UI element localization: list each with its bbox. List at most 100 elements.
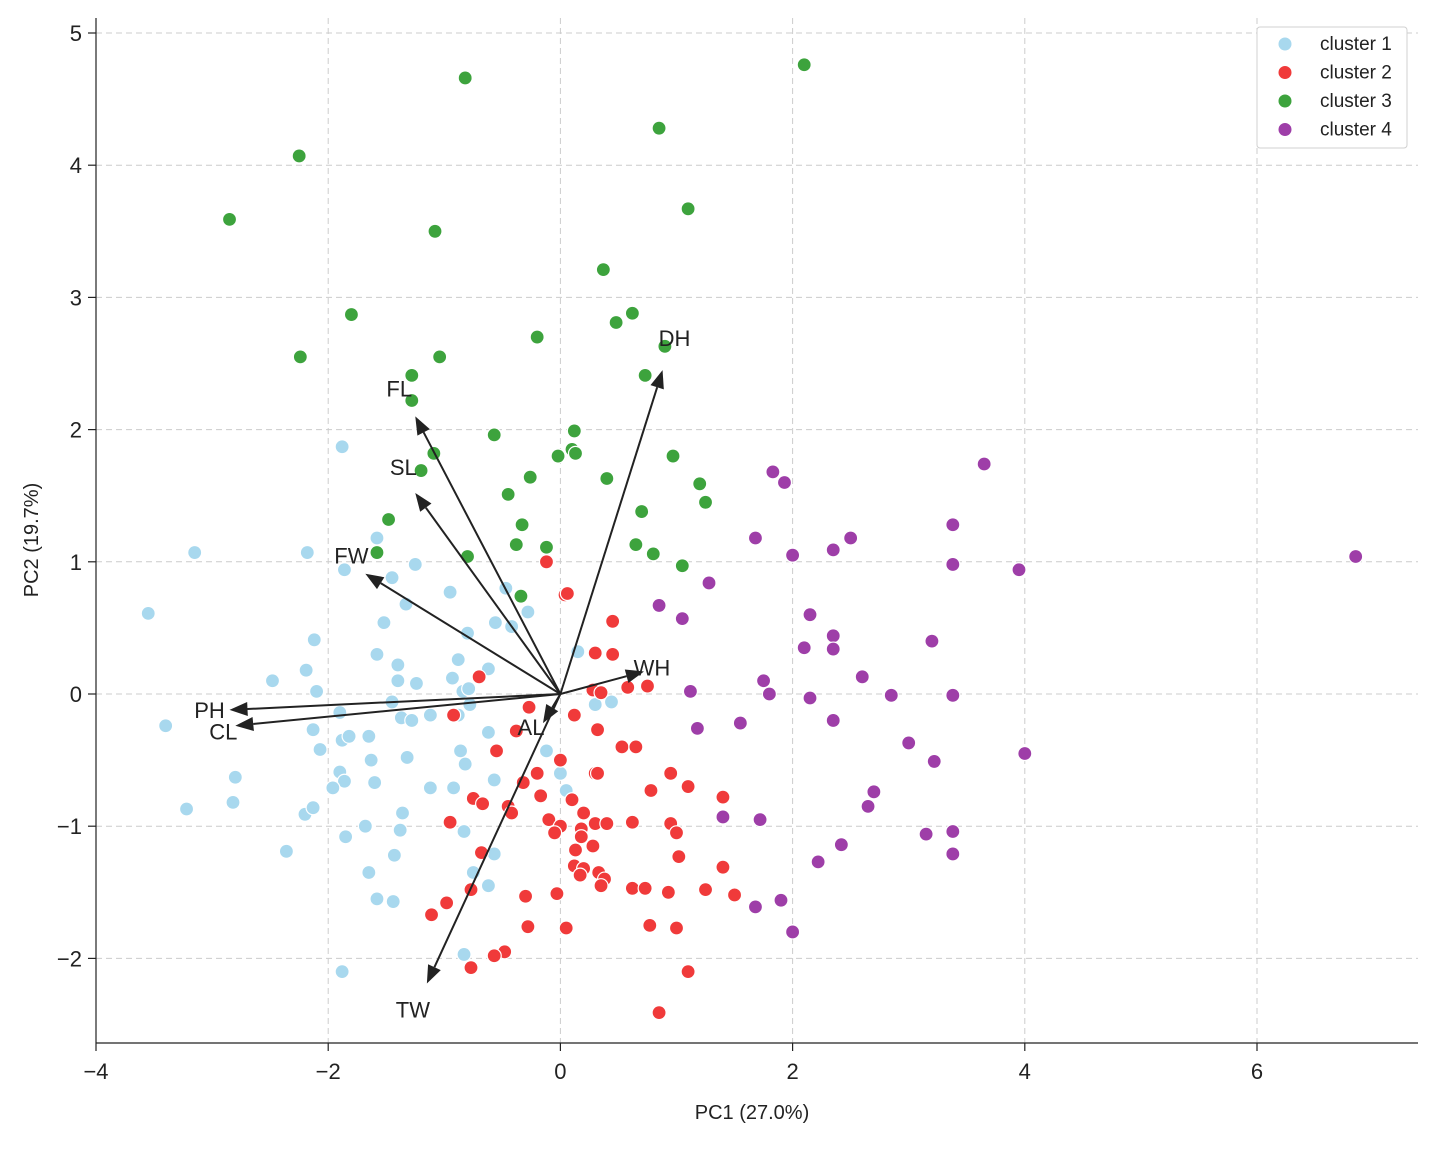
data-point bbox=[924, 633, 940, 649]
data-point bbox=[595, 262, 611, 278]
data-point bbox=[529, 765, 545, 781]
loading-arrowhead-dh bbox=[650, 370, 664, 390]
data-point bbox=[825, 641, 841, 657]
data-point bbox=[305, 722, 321, 738]
data-point bbox=[442, 584, 458, 600]
loading-label-cl: CL bbox=[209, 720, 237, 745]
data-point bbox=[432, 349, 448, 365]
series-cluster-3 bbox=[221, 57, 812, 604]
y-tick-label: 4 bbox=[70, 153, 82, 178]
legend-label-3: cluster 3 bbox=[1320, 91, 1392, 112]
grid-layer bbox=[95, 18, 1418, 1043]
data-point bbox=[668, 920, 685, 936]
data-point bbox=[776, 474, 793, 491]
data-point bbox=[747, 899, 764, 915]
data-point bbox=[444, 670, 461, 686]
data-point bbox=[423, 907, 440, 923]
data-point bbox=[589, 765, 606, 781]
loading-label-dh: DH bbox=[659, 326, 691, 351]
data-point bbox=[587, 645, 603, 661]
data-point bbox=[810, 854, 826, 870]
data-point bbox=[486, 772, 502, 788]
data-point bbox=[680, 964, 696, 980]
x-tick-label: 0 bbox=[554, 1059, 566, 1084]
data-point bbox=[976, 456, 992, 472]
y-tick-label: 0 bbox=[70, 682, 82, 707]
loading-arrowhead-fw bbox=[365, 573, 385, 590]
loading-arrows-layer bbox=[229, 370, 664, 984]
data-point bbox=[614, 739, 630, 755]
data-point bbox=[573, 829, 589, 845]
data-point bbox=[334, 964, 350, 980]
data-point bbox=[480, 878, 497, 894]
data-point bbox=[292, 349, 308, 365]
legend-marker-4 bbox=[1277, 122, 1293, 137]
data-point bbox=[637, 367, 653, 383]
data-point bbox=[651, 120, 667, 136]
data-point bbox=[442, 814, 458, 830]
data-point bbox=[452, 743, 469, 759]
data-point bbox=[140, 605, 156, 621]
data-point bbox=[660, 884, 676, 900]
data-point bbox=[603, 694, 620, 710]
data-point bbox=[529, 329, 545, 345]
x-tick-label: −2 bbox=[316, 1059, 341, 1084]
data-point bbox=[533, 788, 549, 804]
data-point bbox=[624, 880, 640, 896]
loading-arrowhead-fl bbox=[415, 416, 430, 436]
data-point bbox=[369, 646, 385, 662]
y-tick-label: 5 bbox=[70, 21, 82, 46]
x-tick-label: 6 bbox=[1251, 1059, 1263, 1084]
data-point bbox=[369, 891, 385, 907]
axes-layer: −4 −2 0 2 4 6 −2 −1 0 1 2 3 4 5 bbox=[57, 18, 1418, 1084]
data-point bbox=[338, 829, 354, 845]
data-point bbox=[475, 796, 491, 812]
data-point bbox=[486, 427, 502, 443]
data-point bbox=[558, 920, 574, 936]
data-point bbox=[761, 686, 777, 702]
data-point bbox=[480, 724, 497, 740]
data-point bbox=[747, 530, 764, 546]
data-point bbox=[585, 838, 601, 854]
x-tick-label: 4 bbox=[1019, 1059, 1031, 1084]
data-point bbox=[866, 784, 882, 800]
data-point bbox=[1017, 745, 1033, 762]
data-point bbox=[559, 585, 575, 602]
data-point bbox=[651, 597, 667, 614]
data-point bbox=[369, 530, 385, 546]
data-point bbox=[628, 537, 644, 553]
data-point bbox=[457, 756, 473, 772]
data-point bbox=[796, 57, 812, 73]
data-point bbox=[407, 556, 423, 573]
data-point bbox=[343, 306, 360, 323]
data-point bbox=[589, 722, 606, 738]
data-point bbox=[674, 558, 690, 574]
data-point bbox=[802, 690, 818, 706]
data-point bbox=[341, 728, 357, 744]
data-point bbox=[576, 805, 592, 821]
loading-label-ph: PH bbox=[194, 698, 225, 723]
data-point bbox=[564, 792, 580, 808]
loading-arrowhead-wh bbox=[624, 669, 644, 683]
data-point bbox=[624, 814, 640, 830]
data-point bbox=[784, 924, 801, 940]
data-point bbox=[361, 864, 377, 881]
data-point bbox=[1348, 548, 1364, 565]
series-cluster-1 bbox=[140, 439, 620, 980]
data-point bbox=[901, 735, 917, 751]
data-point bbox=[517, 888, 534, 904]
data-point bbox=[308, 683, 325, 699]
data-point bbox=[645, 546, 661, 562]
data-point bbox=[508, 723, 524, 739]
data-point bbox=[593, 685, 609, 701]
data-point bbox=[221, 211, 238, 228]
loading-label-tw: TW bbox=[396, 998, 430, 1023]
data-point bbox=[500, 486, 516, 502]
data-point bbox=[422, 707, 438, 723]
data-point bbox=[1011, 562, 1027, 578]
points-layer bbox=[140, 57, 1364, 1021]
data-point bbox=[593, 878, 609, 894]
loading-arrowhead-tw bbox=[426, 964, 441, 984]
